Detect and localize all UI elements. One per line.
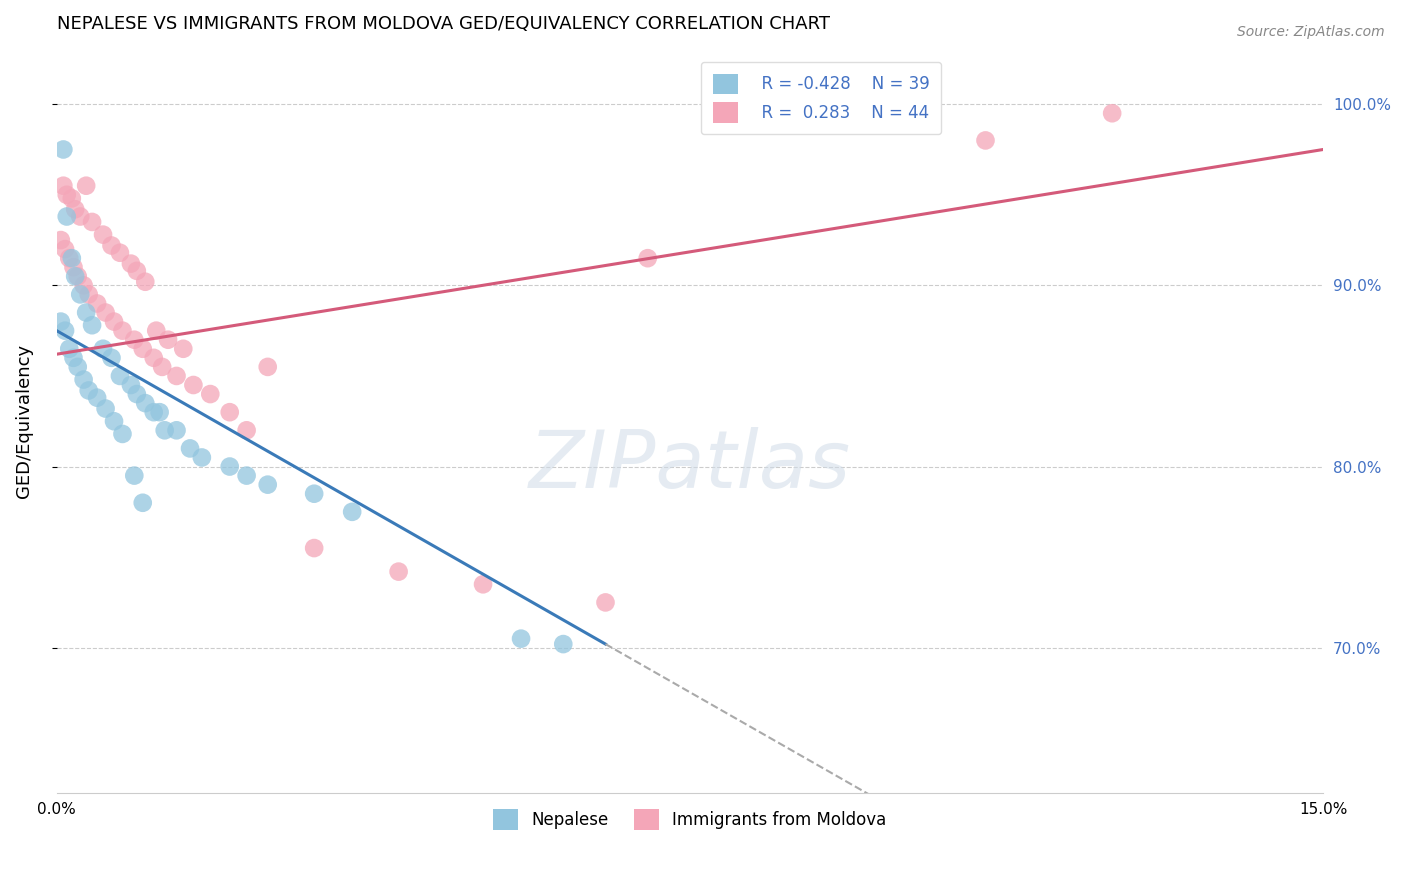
Point <box>150 359 173 374</box>
Point <box>553 637 575 651</box>
Point <box>63 269 86 284</box>
Point <box>60 191 83 205</box>
Point <box>183 378 205 392</box>
Point <box>111 324 134 338</box>
Point <box>55 187 77 202</box>
Point <box>302 541 325 555</box>
Point <box>108 245 131 260</box>
Point <box>200 387 222 401</box>
Point <box>100 238 122 252</box>
Point <box>124 468 146 483</box>
Point <box>302 486 325 500</box>
Point <box>472 577 495 591</box>
Point <box>100 351 122 365</box>
Point <box>52 143 75 157</box>
Point <box>134 275 156 289</box>
Point <box>149 405 172 419</box>
Point <box>142 405 165 419</box>
Point <box>108 368 131 383</box>
Point <box>63 202 86 217</box>
Point <box>153 423 176 437</box>
Point <box>75 305 97 319</box>
Point <box>91 342 114 356</box>
Legend: Nepalese, Immigrants from Moldova: Nepalese, Immigrants from Moldova <box>486 803 893 837</box>
Point <box>86 391 108 405</box>
Point <box>77 384 100 398</box>
Point <box>595 595 617 609</box>
Point <box>91 227 114 242</box>
Point <box>55 210 77 224</box>
Point <box>60 251 83 265</box>
Point <box>235 468 257 483</box>
Point <box>172 342 194 356</box>
Point <box>72 278 94 293</box>
Point <box>62 351 84 365</box>
Point <box>49 233 72 247</box>
Point <box>218 405 240 419</box>
Point <box>388 565 411 579</box>
Y-axis label: GED/Equivalency: GED/Equivalency <box>15 344 32 499</box>
Point <box>256 477 278 491</box>
Point <box>166 368 188 383</box>
Text: NEPALESE VS IMMIGRANTS FROM MOLDOVA GED/EQUIVALENCY CORRELATION CHART: NEPALESE VS IMMIGRANTS FROM MOLDOVA GED/… <box>56 15 830 33</box>
Point <box>166 423 188 437</box>
Point <box>125 264 148 278</box>
Point <box>58 251 80 265</box>
Point <box>637 251 659 265</box>
Point <box>94 305 117 319</box>
Point <box>103 414 125 428</box>
Point <box>218 459 240 474</box>
Point <box>340 505 363 519</box>
Point <box>66 269 89 284</box>
Point <box>142 351 165 365</box>
Point <box>69 287 91 301</box>
Point <box>52 178 75 193</box>
Point <box>75 178 97 193</box>
Point <box>125 387 148 401</box>
Point <box>66 359 89 374</box>
Point <box>134 396 156 410</box>
Point <box>120 378 142 392</box>
Point <box>80 318 103 333</box>
Point <box>132 496 155 510</box>
Point <box>103 315 125 329</box>
Point <box>235 423 257 437</box>
Point <box>179 442 201 456</box>
Point <box>256 359 278 374</box>
Point <box>1101 106 1123 120</box>
Point <box>77 287 100 301</box>
Text: Source: ZipAtlas.com: Source: ZipAtlas.com <box>1237 25 1385 39</box>
Point <box>72 373 94 387</box>
Point <box>49 315 72 329</box>
Point <box>157 333 180 347</box>
Point <box>120 257 142 271</box>
Point <box>80 215 103 229</box>
Point <box>69 210 91 224</box>
Point <box>94 401 117 416</box>
Point <box>974 133 997 147</box>
Text: ZIPatlas: ZIPatlas <box>529 426 851 505</box>
Point <box>132 342 155 356</box>
Point <box>62 260 84 275</box>
Point <box>111 426 134 441</box>
Point <box>145 324 167 338</box>
Point <box>191 450 214 465</box>
Point <box>510 632 533 646</box>
Point <box>53 242 76 256</box>
Point <box>53 324 76 338</box>
Point <box>86 296 108 310</box>
Point <box>58 342 80 356</box>
Point <box>124 333 146 347</box>
